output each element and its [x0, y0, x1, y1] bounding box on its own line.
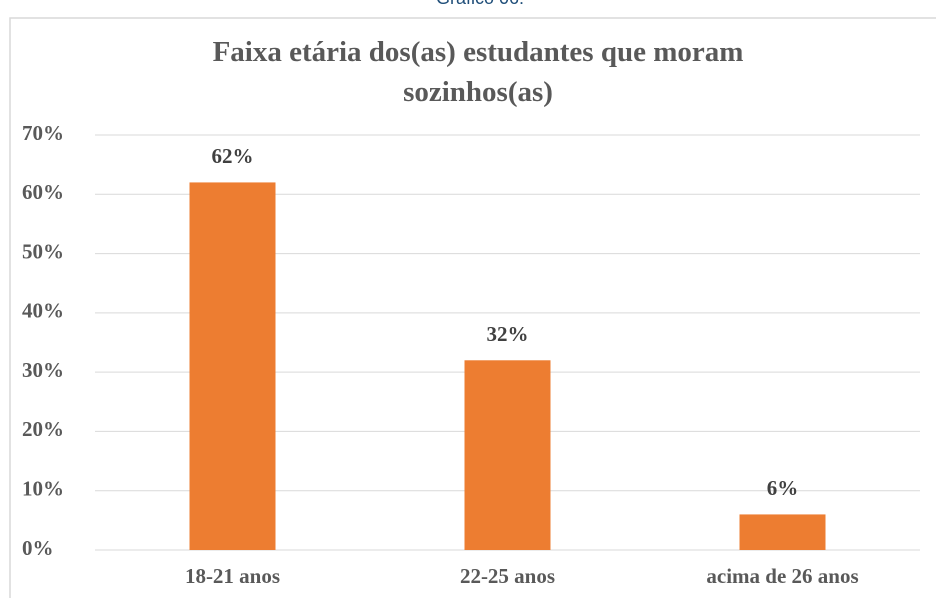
- data-label: 62%: [212, 144, 254, 168]
- chart-frame: [9, 17, 936, 598]
- y-tick-label: 30%: [22, 358, 64, 382]
- y-tick-label: 40%: [22, 299, 64, 323]
- y-tick-label: 20%: [22, 417, 64, 441]
- bar: [739, 514, 826, 550]
- x-tick-label: 22-25 anos: [460, 564, 555, 588]
- y-tick-label: 50%: [22, 239, 64, 263]
- x-tick-label: acima de 26 anos: [706, 564, 858, 588]
- y-tick-label: 60%: [22, 180, 64, 204]
- data-label: 6%: [767, 476, 799, 500]
- caption: Gráfico 06:: [0, 0, 936, 9]
- bar: [189, 182, 276, 550]
- bar: [464, 360, 551, 550]
- x-tick-label: 18-21 anos: [185, 564, 280, 588]
- chart-title: Faixa etária dos(as) estudantes que mora…: [212, 36, 744, 108]
- y-tick-label: 70%: [22, 121, 64, 145]
- data-label: 32%: [487, 322, 529, 346]
- y-tick-label: 10%: [22, 477, 64, 501]
- y-tick-label: 0%: [22, 536, 54, 560]
